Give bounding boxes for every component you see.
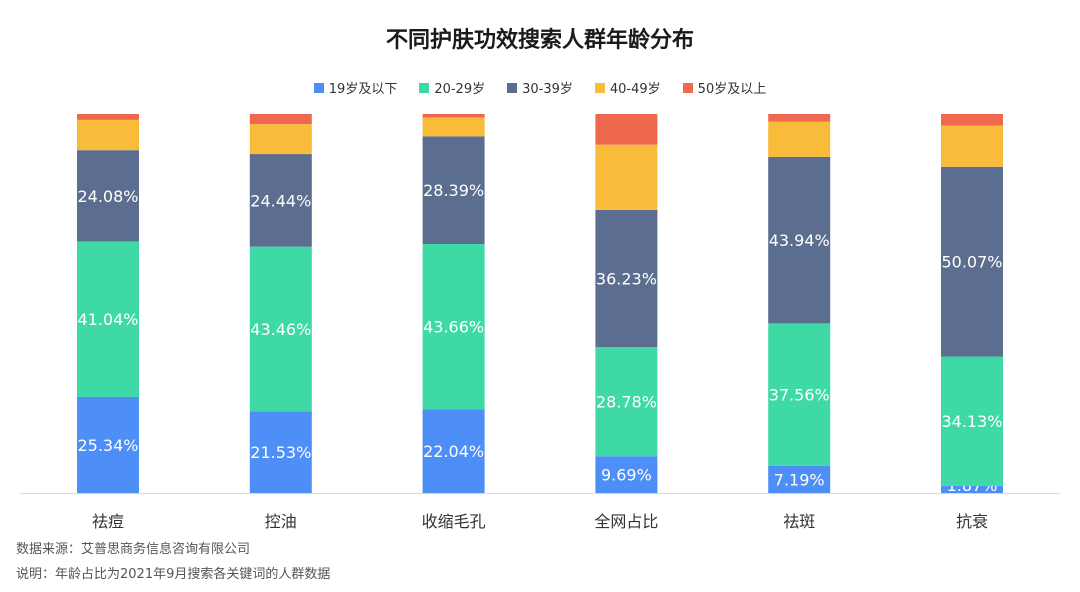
data-label: 24.08%	[77, 187, 138, 206]
data-label: 43.46%	[250, 320, 311, 339]
data-label: 22.04%	[423, 442, 484, 461]
bar-segment	[77, 396, 139, 493]
legend-label: 40-49岁	[609, 82, 661, 97]
bar-segment	[422, 243, 485, 410]
data-label: 28.78%	[596, 393, 657, 412]
bar-segment	[249, 114, 312, 125]
data-label: 24.44%	[250, 191, 311, 210]
data-label: 34.13%	[941, 412, 1002, 431]
bar-segment	[941, 114, 1003, 126]
bar-segment	[595, 209, 658, 348]
category-label: 全网占比	[594, 512, 658, 531]
legend-swatch	[419, 82, 430, 93]
legend: 19岁及以下 20-29岁 30-39岁 40-49岁 50岁及以上	[0, 78, 1080, 97]
legend-label: 50岁及以上	[697, 82, 767, 97]
bar-segment	[249, 154, 312, 247]
bar-segment	[595, 114, 658, 145]
category-label: 控油	[265, 512, 297, 531]
data-label: 37.56%	[769, 386, 830, 405]
bar-segment	[768, 465, 831, 493]
data-label: 50.07%	[941, 253, 1002, 272]
bar-segment	[768, 156, 831, 324]
legend-item: 30-39岁	[507, 78, 573, 97]
data-label: 43.94%	[769, 231, 830, 250]
bar-segment	[941, 166, 1003, 357]
legend-swatch	[594, 82, 605, 93]
legend-label: 30-39岁	[522, 82, 573, 97]
bar-segment	[768, 114, 831, 122]
legend-label: 20-29岁	[434, 82, 486, 97]
chart-title: 不同护肤功效搜索人群年龄分布	[385, 28, 694, 53]
bar-segment	[77, 114, 139, 120]
bar-segment	[249, 124, 312, 155]
category-label: 祛痘	[92, 512, 124, 531]
data-label: 21.53%	[250, 443, 311, 462]
category-label: 抗衰	[956, 512, 988, 531]
source-note: 数据来源：艾普思商务信息咨询有限公司	[16, 542, 251, 557]
legend-swatch	[313, 82, 324, 93]
data-label: 28.39%	[423, 181, 484, 200]
bar-segment	[77, 241, 139, 397]
legend-item: 19岁及以下	[313, 78, 398, 97]
bar-segment	[422, 117, 485, 137]
legend-swatch	[507, 82, 518, 93]
explanation-note: 说明：年龄占比为2021年9月搜索各关键词的人群数据	[16, 567, 331, 582]
data-label: 9.69%	[601, 466, 652, 485]
legend-swatch	[682, 82, 693, 93]
data-label: 41.04%	[77, 310, 138, 329]
bar-segment	[768, 121, 831, 157]
data-label: 25.34%	[77, 436, 138, 455]
bar-segment	[77, 119, 139, 151]
bar-segment	[249, 246, 312, 412]
legend-label: 19岁及以下	[328, 82, 398, 97]
bar-segment	[941, 485, 1003, 493]
data-label: 43.66%	[423, 318, 484, 337]
data-label: 7.19%	[774, 470, 825, 489]
bar-segment	[595, 144, 658, 210]
bar-segment	[595, 347, 658, 457]
legend-item: 50岁及以上	[682, 78, 767, 97]
bar-segment	[595, 456, 658, 493]
bar-segment	[249, 411, 312, 493]
bar-segment	[941, 356, 1003, 486]
bar-segment	[422, 409, 485, 493]
bar-segment	[77, 150, 139, 242]
legend-item: 40-49岁	[594, 78, 661, 97]
bar-segment	[422, 114, 485, 118]
bar-segment	[422, 136, 485, 244]
category-label: 祛斑	[783, 512, 815, 531]
legend-item: 20-29岁	[419, 78, 485, 97]
data-label: 36.23%	[596, 270, 657, 289]
category-label: 收缩毛孔	[422, 512, 486, 531]
bar-segment	[768, 323, 831, 466]
bar-segment	[941, 125, 1003, 167]
